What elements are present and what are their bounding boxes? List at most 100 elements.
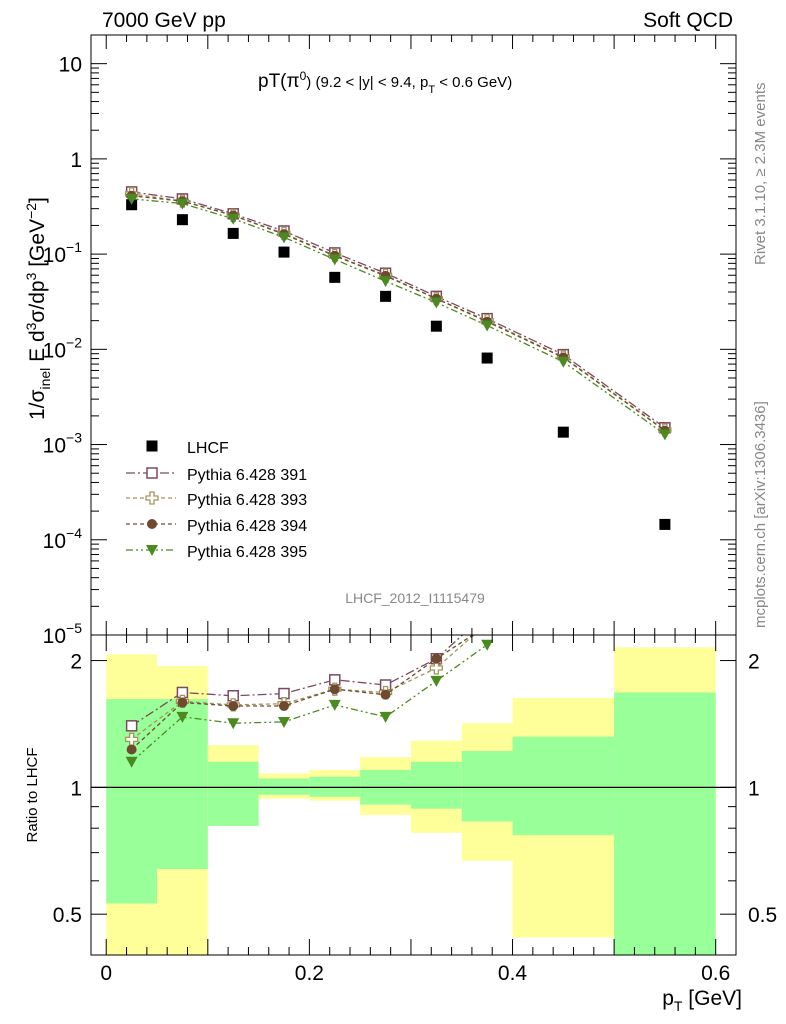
legend-label-lhcf: LHCF [187, 440, 229, 457]
point-pythia-6-428-395 [125, 193, 138, 205]
stat-uncertainty-band [512, 736, 615, 836]
legend-marker [146, 440, 158, 452]
x-tick-label: 0.6 [701, 962, 730, 985]
ratio-content [91, 635, 736, 955]
ratio-point [380, 689, 391, 700]
ratio-line [131, 644, 488, 763]
ratio-point [328, 699, 341, 711]
ratio-point [228, 701, 239, 712]
ratio-series-pythia-6-428-394 [126, 635, 475, 755]
point-pythia-6-428-395 [227, 213, 240, 225]
ratio-point [125, 720, 138, 732]
legend-item-pythia-395: Pythia 6.428 395 [126, 544, 307, 561]
ratio-point [277, 716, 290, 728]
ratio-line [131, 635, 475, 750]
mcplots-label: mcplots.cern.ch [arXiv:1306.3436] [752, 401, 769, 628]
chart-title: pT(π0) (9.2 < |y| < 9.4, pT < 0.6 GeV) [258, 69, 512, 96]
rivet-label: Rivet 3.1.10, ≥ 2.3M events [752, 83, 769, 266]
legend-marker [147, 519, 157, 529]
series-pythia-6-428-395 [125, 193, 671, 441]
main-y-label: 1/σinel E d3σ/dp3 [GeV−2] [23, 197, 53, 420]
x-tick-label: 0 [100, 962, 112, 985]
stat-uncertainty-band [309, 776, 361, 797]
legend-item-pythia-391: Pythia 6.428 391 [126, 467, 307, 484]
point-lhcf [176, 214, 188, 226]
legend-item-pythia-394: Pythia 6.428 394 [126, 518, 307, 535]
ratio-point [481, 639, 494, 651]
ratio-panel: 0.5 0.5 1 1 2 2 0 0.2 0.4 0.6 Ratio to LHCF pT [G… [24, 634, 777, 1014]
header-right: Soft QCD [643, 9, 733, 32]
series-pythia-6-428-391 [125, 186, 671, 434]
point-lhcf [557, 426, 569, 438]
point-lhcf [380, 290, 392, 302]
ratio-y-tick-label-right: 0.5 [748, 904, 777, 927]
legend-label-pythia-395: Pythia 6.428 395 [187, 544, 307, 561]
x-tick-label: 0.2 [295, 962, 324, 985]
ratio-point [176, 711, 189, 723]
ratio-point [227, 718, 240, 730]
ratio-y-tick-label-right: 2 [748, 651, 760, 674]
main-panel: 10 1 10−1 10−2 10−3 10−4 10−5 pT(π0) (9.2 < |y… [23, 34, 737, 648]
ratio-frame [90, 634, 737, 956]
legend-label-pythia-394: Pythia 6.428 394 [187, 518, 307, 535]
point-lhcf [278, 246, 290, 258]
main-content [124, 186, 672, 530]
legend-item-lhcf: LHCF [146, 440, 229, 457]
point-lhcf [481, 352, 493, 364]
ratio-line [131, 635, 475, 740]
y-tick-label: 10−1 [43, 239, 83, 267]
point-lhcf [430, 320, 442, 332]
stat-uncertainty-band [461, 750, 513, 822]
ratio-y-tick-label-left: 0.5 [53, 904, 82, 927]
y-tick-label: 10−4 [43, 525, 83, 553]
y-tick-label: 10−3 [43, 430, 83, 458]
legend: LHCF Pythia 6.428 391 Pythia 6.428 393 P… [126, 440, 307, 561]
legend-marker-lhcf [146, 440, 158, 452]
line-pythia-6-428-391 [131, 191, 666, 429]
y-tick-label: 10−5 [43, 620, 83, 648]
legend-marker-pythia-394 [126, 519, 176, 529]
x-tick-label: 0.4 [498, 962, 528, 985]
point-pythia-6-428-395 [328, 254, 341, 266]
legend-marker-pythia-391 [126, 467, 176, 479]
y-tick-label: 10−2 [43, 334, 83, 362]
stat-uncertainty-band [207, 761, 259, 826]
legend-marker-pythia-395 [126, 545, 176, 556]
x-axis-label: pT [GeV] [662, 987, 742, 1014]
point-lhcf [227, 227, 239, 239]
y-tick-label: 1 [70, 149, 82, 172]
ratio-point [126, 744, 137, 755]
point-lhcf [659, 518, 671, 530]
stat-uncertainty-band [614, 692, 716, 955]
y-tick-label: 10 [59, 54, 82, 77]
point-lhcf [329, 271, 341, 283]
ratio-point [125, 756, 138, 768]
header-left: 7000 GeV pp [102, 9, 226, 32]
ratio-point [431, 653, 442, 664]
ratio-ticks: 0.5 0.5 1 1 2 2 0 0.2 0.4 0.6 [53, 635, 777, 985]
point-pythia-6-428-395 [658, 429, 671, 441]
ratio-line [131, 635, 464, 727]
point-pythia-6-428-395 [430, 297, 443, 309]
point-pythia-6-428-395 [176, 198, 189, 210]
stat-uncertainty-band [258, 778, 310, 795]
point-pythia-6-428-395 [379, 276, 392, 288]
legend-label-pythia-393: Pythia 6.428 393 [187, 492, 307, 509]
ratio-point [177, 697, 188, 708]
ratio-point [329, 684, 340, 695]
ratio-y-tick-label-left: 2 [70, 651, 82, 674]
ratio-point [278, 701, 289, 712]
series-pythia-6-428-394 [126, 190, 670, 436]
analysis-watermark: LHCF_2012_I1115479 [345, 590, 485, 606]
series-pythia-6-428-393 [124, 187, 672, 437]
ratio-point [430, 675, 443, 687]
legend-marker [146, 467, 158, 479]
stat-uncertainty-band [410, 761, 462, 809]
ratio-point [379, 711, 392, 723]
point-pythia-6-428-395 [481, 320, 494, 332]
legend-item-pythia-393: Pythia 6.428 393 [126, 491, 307, 509]
ratio-y-tick-label-right: 1 [748, 777, 760, 800]
ratio-y-tick-label-left: 1 [70, 777, 82, 800]
legend-marker [146, 545, 158, 556]
